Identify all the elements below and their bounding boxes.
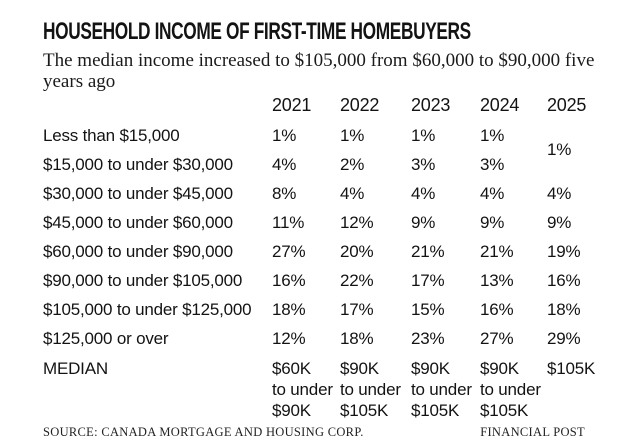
row-label: $15,000 to under $30,000 bbox=[43, 154, 233, 174]
column-header-2024: 2024 bbox=[480, 95, 520, 115]
table-cell: 21% bbox=[411, 241, 445, 261]
row-label: Less than $15,000 bbox=[43, 125, 180, 145]
row-label: $125,000 or over bbox=[43, 328, 169, 348]
table-cell: 16% bbox=[272, 270, 306, 290]
column-header-2025: 2025 bbox=[547, 95, 587, 115]
table-header-row: 2021 2022 2023 2024 2025 bbox=[43, 95, 607, 121]
median-row-label: MEDIAN bbox=[43, 359, 108, 378]
table-row: Less than $15,000 1% 1% 1% 1% 1% bbox=[43, 121, 607, 160]
publisher-credit: FINANCIAL POST bbox=[480, 425, 585, 439]
table-cell: 18% bbox=[547, 299, 581, 319]
median-cell-2024: $90K to under $105K bbox=[480, 359, 541, 420]
table-cell: 19% bbox=[547, 241, 581, 261]
table-row: $60,000 to under $90,000 27% 20% 21% 21%… bbox=[43, 237, 607, 266]
row-label: $90,000 to under $105,000 bbox=[43, 270, 243, 290]
table-cell: 4% bbox=[340, 183, 365, 203]
table-row: $45,000 to under $60,000 11% 12% 9% 9% 9… bbox=[43, 208, 607, 237]
table-cell: 9% bbox=[547, 212, 572, 232]
table-cell: 17% bbox=[411, 270, 445, 290]
table-cell: 8% bbox=[272, 183, 297, 203]
figure-title: HOUSEHOLD INCOME OF FIRST-TIME HOMEBUYER… bbox=[43, 18, 471, 45]
row-label: $45,000 to under $60,000 bbox=[43, 212, 233, 232]
table-cell: 12% bbox=[340, 212, 374, 232]
table-row: $15,000 to under $30,000 4% 2% 3% 3% bbox=[43, 150, 607, 179]
column-header-2022: 2022 bbox=[340, 95, 380, 115]
table-row: $30,000 to under $45,000 8% 4% 4% 4% 4% bbox=[43, 179, 607, 208]
figure-footer: SOURCE: CANADA MORTGAGE AND HOUSING CORP… bbox=[43, 425, 607, 440]
table-cell: 18% bbox=[340, 328, 374, 348]
table-row: $90,000 to under $105,000 16% 22% 17% 13… bbox=[43, 266, 607, 295]
table-cell: 16% bbox=[480, 299, 514, 319]
table-cell: 3% bbox=[480, 154, 505, 174]
table-cell: 12% bbox=[272, 328, 306, 348]
table-cell: 17% bbox=[340, 299, 374, 319]
table-cell: 1% bbox=[480, 125, 505, 145]
table-cell: 1% bbox=[272, 125, 297, 145]
source-credit: SOURCE: CANADA MORTGAGE AND HOUSING CORP… bbox=[43, 425, 364, 439]
table-row: $105,000 to under $125,000 18% 17% 15% 1… bbox=[43, 295, 607, 324]
table-cell: 13% bbox=[480, 270, 514, 290]
table-cell: 27% bbox=[272, 241, 306, 261]
table-row: $125,000 or over 12% 18% 23% 27% 29% bbox=[43, 324, 607, 353]
figure-subtitle: The median income increased to $105,000 … bbox=[43, 50, 595, 92]
table-cell: 18% bbox=[272, 299, 306, 319]
table-cell: 4% bbox=[480, 183, 505, 203]
income-table: 2021 2022 2023 2024 2025 Less than $15,0… bbox=[43, 95, 607, 421]
median-cell-2023: $90K to under $105K bbox=[411, 359, 472, 420]
row-label: $60,000 to under $90,000 bbox=[43, 241, 233, 261]
table-cell: 4% bbox=[272, 154, 297, 174]
median-row: MEDIAN $60K to under $90K $90K to under … bbox=[43, 353, 607, 421]
median-cell-2025: $105K bbox=[547, 359, 596, 378]
table-cell: 23% bbox=[411, 328, 445, 348]
column-header-2023: 2023 bbox=[411, 95, 451, 115]
table-cell: 15% bbox=[411, 299, 445, 319]
row-label: $30,000 to under $45,000 bbox=[43, 183, 233, 203]
table-cell: 21% bbox=[480, 241, 514, 261]
column-header-blank bbox=[43, 95, 272, 121]
column-header-2021: 2021 bbox=[272, 95, 312, 115]
median-cell-2022: $90K to under $105K bbox=[340, 359, 401, 420]
table-cell: 9% bbox=[480, 212, 505, 232]
table-cell: 3% bbox=[411, 154, 436, 174]
table-cell: 2% bbox=[340, 154, 365, 174]
table-cell: 4% bbox=[547, 183, 572, 203]
table-cell: 27% bbox=[480, 328, 514, 348]
table-cell: 16% bbox=[547, 270, 581, 290]
table-cell: 11% bbox=[272, 212, 305, 232]
table-cell: 22% bbox=[340, 270, 374, 290]
table-cell: 9% bbox=[411, 212, 436, 232]
median-cell-2021: $60K to under $90K bbox=[272, 359, 333, 420]
table-cell: 1% bbox=[340, 125, 365, 145]
table-cell: 20% bbox=[340, 241, 374, 261]
table-cell: 1% bbox=[411, 125, 436, 145]
table-cell: 29% bbox=[547, 328, 581, 348]
table-cell: 4% bbox=[411, 183, 436, 203]
row-label: $105,000 to under $125,000 bbox=[43, 299, 252, 319]
table-cell-merged-2025: 1% bbox=[547, 140, 572, 159]
